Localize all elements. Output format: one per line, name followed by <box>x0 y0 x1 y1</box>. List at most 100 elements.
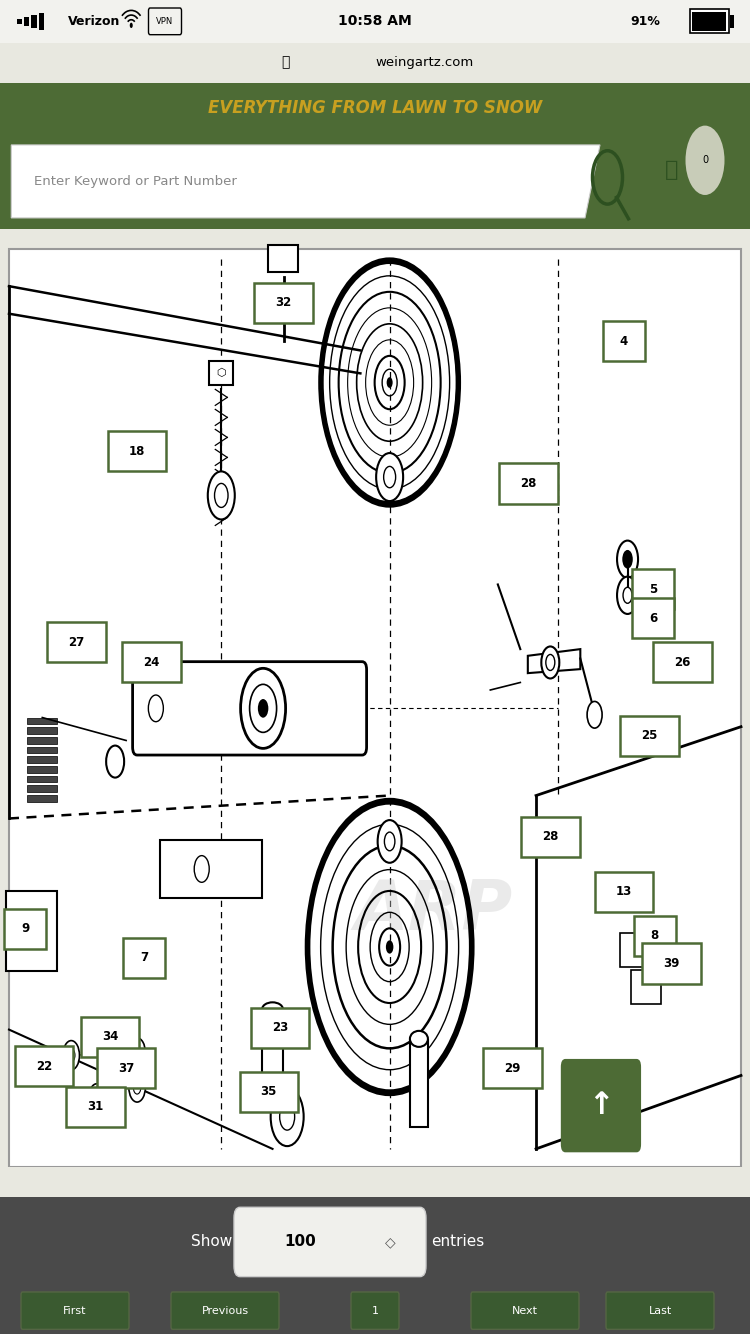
Circle shape <box>385 832 395 851</box>
Polygon shape <box>528 650 580 674</box>
Text: ⬡: ⬡ <box>217 368 226 379</box>
Text: 24: 24 <box>143 656 160 668</box>
Text: 5: 5 <box>649 583 657 595</box>
FancyBboxPatch shape <box>171 1291 279 1329</box>
FancyBboxPatch shape <box>642 943 700 983</box>
Circle shape <box>134 1081 141 1094</box>
FancyBboxPatch shape <box>133 662 367 755</box>
FancyBboxPatch shape <box>595 872 653 912</box>
Circle shape <box>63 1041 80 1070</box>
Circle shape <box>106 746 124 778</box>
Circle shape <box>129 1038 146 1067</box>
FancyBboxPatch shape <box>124 938 166 978</box>
Text: 28: 28 <box>542 830 559 843</box>
Text: 13: 13 <box>616 886 632 898</box>
FancyBboxPatch shape <box>561 1059 641 1153</box>
Text: VPN: VPN <box>156 17 173 25</box>
FancyBboxPatch shape <box>251 1007 309 1047</box>
Text: 0: 0 <box>702 155 708 165</box>
FancyBboxPatch shape <box>122 643 181 683</box>
Circle shape <box>194 855 209 882</box>
Text: Enter Keyword or Part Number: Enter Keyword or Part Number <box>34 175 237 188</box>
Bar <box>0 1197 750 1287</box>
Text: 27: 27 <box>68 636 85 648</box>
Circle shape <box>214 483 228 507</box>
Text: ARP: ARP <box>355 876 513 943</box>
Text: ↑: ↑ <box>588 1091 613 1121</box>
Text: 91%: 91% <box>630 15 660 28</box>
Text: 29: 29 <box>505 1062 520 1075</box>
Text: Show: Show <box>191 1234 232 1250</box>
Text: Next: Next <box>512 1306 538 1315</box>
Bar <box>16 19 22 24</box>
Bar <box>27 718 57 724</box>
FancyBboxPatch shape <box>108 431 166 471</box>
Bar <box>27 747 57 754</box>
Circle shape <box>387 378 393 388</box>
Circle shape <box>271 1087 304 1146</box>
Text: 28: 28 <box>520 478 537 490</box>
Circle shape <box>386 940 394 954</box>
Circle shape <box>250 684 277 732</box>
Text: 18: 18 <box>129 444 146 458</box>
Circle shape <box>148 695 164 722</box>
Circle shape <box>129 1073 146 1102</box>
Bar <box>0 43 750 83</box>
FancyBboxPatch shape <box>620 716 679 756</box>
FancyBboxPatch shape <box>603 321 645 362</box>
Text: First: First <box>63 1306 87 1315</box>
Circle shape <box>617 540 638 578</box>
Circle shape <box>93 1091 100 1105</box>
Circle shape <box>378 820 402 863</box>
Bar <box>39 12 44 29</box>
Circle shape <box>134 1046 141 1059</box>
Text: 35: 35 <box>261 1086 277 1098</box>
FancyBboxPatch shape <box>81 1017 140 1057</box>
Circle shape <box>587 702 602 728</box>
Text: 22: 22 <box>36 1059 52 1073</box>
FancyBboxPatch shape <box>634 916 676 956</box>
Bar <box>27 727 57 734</box>
Circle shape <box>88 1083 105 1113</box>
FancyBboxPatch shape <box>521 816 580 856</box>
Text: EVERYTHING FROM LAWN TO SNOW: EVERYTHING FROM LAWN TO SNOW <box>208 99 542 117</box>
FancyBboxPatch shape <box>66 1087 124 1127</box>
Circle shape <box>68 1049 75 1062</box>
Bar <box>27 736 57 743</box>
Bar <box>262 1010 283 1083</box>
Text: 🔒: 🔒 <box>280 56 290 69</box>
Bar <box>32 15 37 28</box>
FancyBboxPatch shape <box>471 1291 579 1329</box>
FancyBboxPatch shape <box>254 283 313 323</box>
Circle shape <box>623 587 632 603</box>
Text: Verizon: Verizon <box>68 15 120 28</box>
FancyBboxPatch shape <box>21 1291 129 1329</box>
FancyBboxPatch shape <box>632 570 674 610</box>
Text: 31: 31 <box>87 1101 104 1113</box>
Circle shape <box>542 647 560 679</box>
Bar <box>27 775 57 783</box>
FancyBboxPatch shape <box>483 1049 542 1089</box>
FancyBboxPatch shape <box>160 839 262 898</box>
Text: 🛒: 🛒 <box>664 160 678 180</box>
FancyBboxPatch shape <box>653 643 712 683</box>
FancyBboxPatch shape <box>500 463 558 503</box>
FancyBboxPatch shape <box>4 908 46 948</box>
Text: 7: 7 <box>140 951 148 964</box>
Circle shape <box>546 655 555 671</box>
Bar <box>0 1287 750 1334</box>
Circle shape <box>208 471 235 519</box>
Bar <box>0 0 750 43</box>
FancyBboxPatch shape <box>6 891 57 971</box>
Text: 10:58 AM: 10:58 AM <box>338 15 412 28</box>
Circle shape <box>617 576 638 614</box>
Ellipse shape <box>410 1031 428 1047</box>
FancyBboxPatch shape <box>47 622 106 662</box>
Text: 25: 25 <box>641 730 658 743</box>
FancyBboxPatch shape <box>620 932 650 967</box>
Circle shape <box>622 550 633 568</box>
Bar <box>24 16 29 25</box>
Bar <box>410 1041 428 1127</box>
Text: 9: 9 <box>21 922 29 935</box>
Bar <box>27 795 57 802</box>
